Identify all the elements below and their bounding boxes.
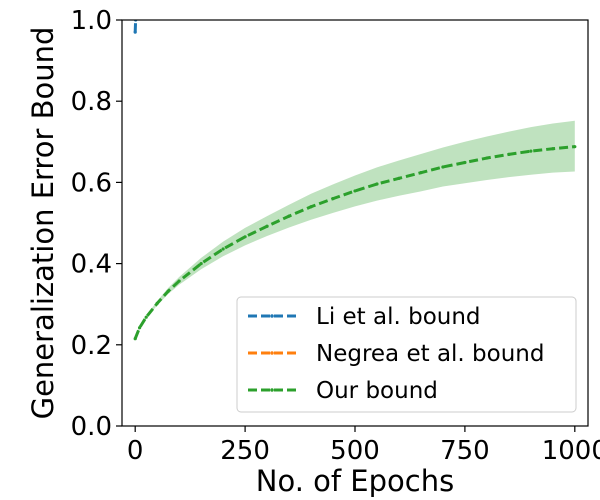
legend-label-negrea-et-al-bound: Negrea et al. bound xyxy=(316,341,544,367)
ticks-layer: 0 250 500 750 1000 0.0 0.2 0.4 0.6 0.8 1.0 xyxy=(71,6,600,466)
series-point-our-bound xyxy=(137,326,142,330)
series-point-our-bound xyxy=(375,182,379,186)
x-axis-title: No. of Epochs xyxy=(256,464,454,498)
series-point-our-bound xyxy=(529,149,533,153)
x-tick-label: 0 xyxy=(127,436,144,466)
series-point-our-bound xyxy=(397,176,401,180)
series-point-our-bound xyxy=(221,247,225,251)
y-tick-label: 0.0 xyxy=(71,412,112,442)
series-point-our-bound xyxy=(199,262,203,266)
series-point-our-bound xyxy=(155,301,159,305)
band-our-bound xyxy=(135,120,575,340)
series-point-our-bound xyxy=(287,214,291,218)
y-tick-label: 1.0 xyxy=(71,6,112,36)
series-point-our-bound xyxy=(463,160,467,165)
x-tick-label: 500 xyxy=(330,436,380,466)
series-point-our-bound xyxy=(265,224,269,228)
series-point-our-bound xyxy=(507,152,511,156)
legend-label-li-et-al-bound: Li et al. bound xyxy=(316,304,481,330)
y-tick-label: 0.2 xyxy=(71,331,112,361)
series-point-our-bound xyxy=(166,289,170,293)
x-tick-label: 1000 xyxy=(542,436,600,466)
series-point-our-bound xyxy=(243,235,247,239)
series-point-li-et-al-bound xyxy=(133,30,137,34)
y-axis-title: Generalization Error Bound xyxy=(26,27,60,420)
legend-marker-li-et-al-bound xyxy=(270,314,274,318)
series-point-our-bound xyxy=(573,145,577,149)
series-line-li-et-al-bound xyxy=(133,20,138,33)
legend-marker-negrea-et-al-bound xyxy=(270,351,274,355)
series-point-our-bound xyxy=(331,197,335,201)
series-point-our-bound xyxy=(309,205,313,209)
legend-box xyxy=(236,296,577,413)
series-point-our-bound xyxy=(177,279,181,283)
series-line-our-bound xyxy=(133,145,575,340)
series-point-our-bound xyxy=(441,165,445,169)
series-point-our-bound xyxy=(144,315,148,319)
series-point-our-bound xyxy=(551,147,555,151)
x-tick-label: 750 xyxy=(440,436,490,466)
y-tick-label: 0.6 xyxy=(71,168,112,198)
legend-marker-our-bound xyxy=(270,388,274,392)
x-tick-label: 250 xyxy=(220,436,270,466)
legend-label-our-bound: Our bound xyxy=(316,378,438,404)
y-tick-label: 0.8 xyxy=(71,87,112,117)
y-tick-label: 0.4 xyxy=(71,250,112,280)
series-point-our-bound xyxy=(419,171,423,175)
confidence-band-layer xyxy=(135,120,575,340)
legend: Li et al. bound Negrea et al. bound Our bo… xyxy=(236,296,577,413)
series-point-our-bound xyxy=(485,156,489,160)
series-point-our-bound xyxy=(353,189,357,193)
series-point-our-bound xyxy=(133,337,137,341)
series-layer xyxy=(133,20,577,341)
